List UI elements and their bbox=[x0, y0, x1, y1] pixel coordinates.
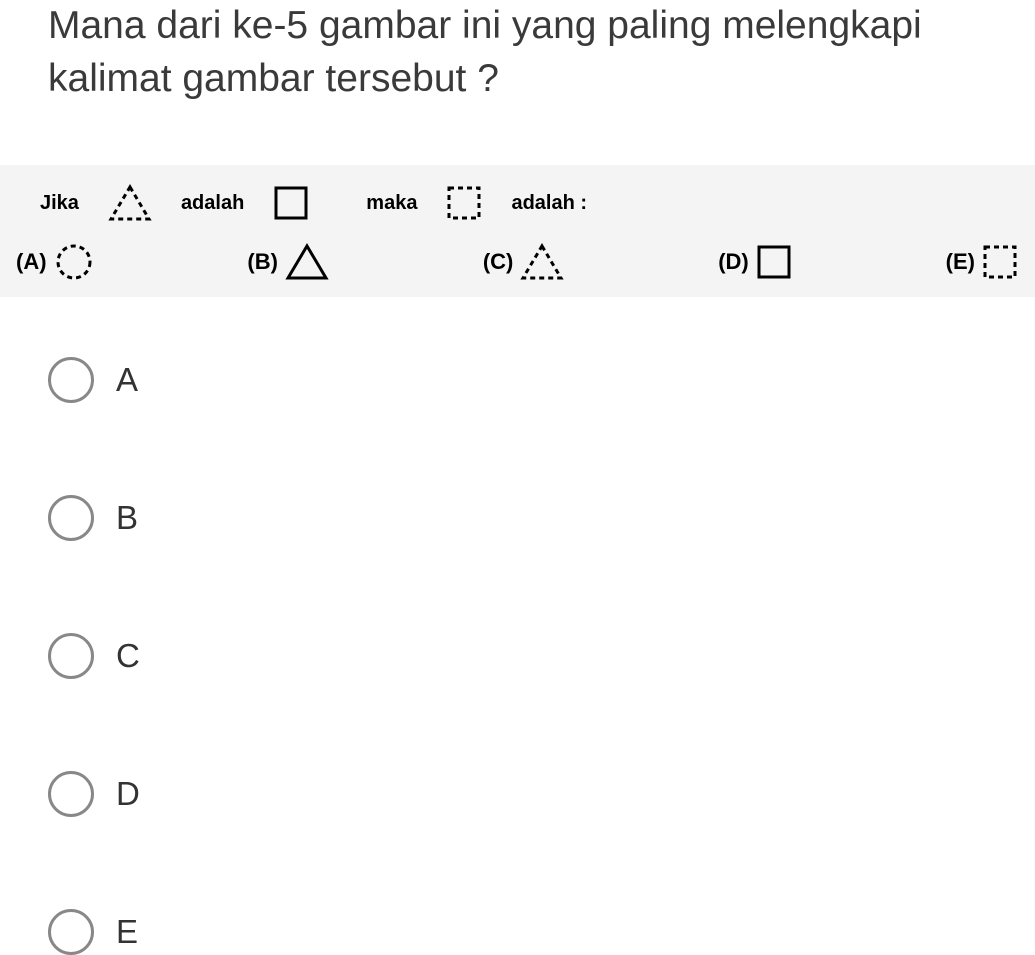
answer-row-d[interactable]: D bbox=[48, 771, 987, 817]
dashed-circle-icon bbox=[53, 241, 95, 283]
answer-label-d: D bbox=[116, 775, 140, 813]
option-e-label: (E) bbox=[946, 249, 975, 275]
dashed-triangle-icon bbox=[107, 183, 153, 223]
option-c-label: (C) bbox=[483, 249, 514, 275]
dashed-square-icon bbox=[445, 184, 483, 222]
figure-area: Jika adalah maka adalah : ( bbox=[0, 165, 1035, 297]
radio-c[interactable] bbox=[48, 633, 94, 679]
question-container: Mana dari ke-5 gambar ini yang paling me… bbox=[0, 0, 1035, 955]
options-row: (A) (B) (C) bbox=[10, 241, 1025, 283]
answer-row-e[interactable]: E bbox=[48, 909, 987, 955]
question-text: Mana dari ke-5 gambar ini yang paling me… bbox=[48, 0, 987, 105]
analogy-word-adalah: adalah bbox=[181, 192, 244, 215]
answer-row-c[interactable]: C bbox=[48, 633, 987, 679]
answer-list: A B C D E bbox=[48, 297, 987, 955]
answer-row-b[interactable]: B bbox=[48, 495, 987, 541]
option-a: (A) bbox=[16, 241, 95, 283]
option-a-label: (A) bbox=[16, 249, 47, 275]
dashed-square-icon-e bbox=[981, 243, 1019, 281]
answer-label-e: E bbox=[116, 913, 138, 951]
radio-e[interactable] bbox=[48, 909, 94, 955]
solid-triangle-icon bbox=[284, 242, 330, 282]
analogy-row: Jika adalah maka adalah : bbox=[10, 183, 1025, 223]
dashed-triangle-icon-c bbox=[519, 242, 565, 282]
solid-square-icon-d bbox=[755, 243, 793, 281]
option-b: (B) bbox=[247, 242, 330, 282]
option-d: (D) bbox=[718, 243, 793, 281]
option-c: (C) bbox=[483, 242, 566, 282]
option-d-label: (D) bbox=[718, 249, 749, 275]
option-b-label: (B) bbox=[247, 249, 278, 275]
solid-square-icon bbox=[272, 184, 310, 222]
analogy-word-maka: maka bbox=[366, 192, 417, 215]
radio-d[interactable] bbox=[48, 771, 94, 817]
answer-label-c: C bbox=[116, 637, 140, 675]
answer-row-a[interactable]: A bbox=[48, 357, 987, 403]
analogy-word-jika: Jika bbox=[40, 192, 79, 215]
option-e: (E) bbox=[946, 243, 1019, 281]
analogy-word-adalah2: adalah : bbox=[511, 192, 587, 215]
answer-label-b: B bbox=[116, 499, 138, 537]
answer-label-a: A bbox=[116, 361, 138, 399]
radio-b[interactable] bbox=[48, 495, 94, 541]
radio-a[interactable] bbox=[48, 357, 94, 403]
